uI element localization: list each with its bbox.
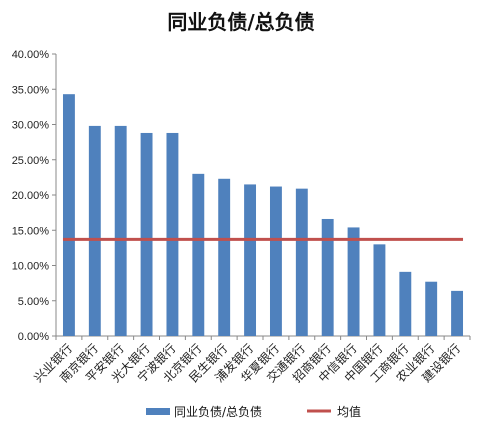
y-tick-label: 15.00% [12, 225, 50, 237]
bar [321, 218, 334, 336]
bar [373, 244, 386, 336]
bar [140, 132, 153, 336]
y-tick-label: 0.00% [18, 331, 49, 343]
legend: 同业负债/总负债 均值 [146, 404, 361, 419]
bar [166, 132, 179, 336]
bar [88, 125, 101, 336]
bar [244, 184, 257, 336]
bar [62, 94, 75, 336]
legend-bar-swatch [146, 408, 170, 415]
bar [269, 186, 282, 336]
bar [192, 173, 205, 336]
bar [399, 271, 412, 336]
y-tick-label: 30.00% [12, 120, 50, 132]
bar [347, 227, 360, 336]
bar [295, 188, 308, 336]
y-tick-label: 5.00% [18, 296, 49, 308]
bar [218, 178, 231, 336]
y-tick-label: 25.00% [12, 155, 50, 167]
chart-title: 同业负债/总负债 [167, 10, 314, 34]
legend-bar-label: 同业负债/总负债 [174, 405, 262, 419]
bar [425, 281, 438, 336]
bar [451, 290, 464, 336]
y-tick-label: 40.00% [12, 49, 50, 61]
y-tick-label: 20.00% [12, 190, 50, 202]
bars [62, 94, 464, 336]
legend-line-label: 均值 [337, 404, 361, 419]
y-tick-label: 35.00% [12, 84, 50, 96]
bar [114, 125, 127, 336]
y-tick-label: 10.00% [12, 261, 50, 273]
